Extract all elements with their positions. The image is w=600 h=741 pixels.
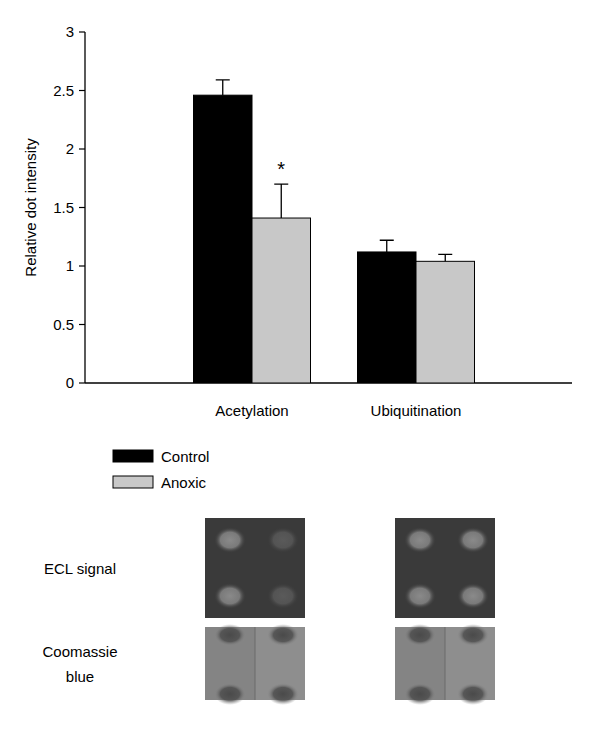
y-tick [79,207,85,208]
blot-dot [404,527,436,553]
error-bar [380,240,394,252]
blot-seam [445,627,446,700]
significance-mark: * [277,158,285,180]
y-tick [79,90,85,91]
blot-dot [457,583,489,609]
x-tick-label: Ubiquitination [371,402,462,419]
blot-label: ECL signal [20,556,140,581]
x-tick-label: Acetylation [215,402,288,419]
y-tick-label: 0 [66,374,74,391]
y-tick-label: 1.5 [53,199,74,216]
legend-swatch [113,476,153,488]
blot-dot [457,683,489,705]
error-bar [274,184,288,218]
bar [416,261,475,383]
bar [358,252,417,383]
figure: 0 0.5 1 1.5 2 2.5 3 Relative dot intensity Acety… [0,0,600,741]
blot-image [395,518,495,618]
blot-dot [404,583,436,609]
blot-dot [267,624,299,646]
bar [252,218,311,383]
y-tick [79,382,85,383]
bars [194,80,475,383]
y-tick-label: 2 [66,140,74,157]
blot-dot [214,624,246,646]
y-tick-label: 3 [66,23,74,40]
y-tick-label: 2.5 [53,82,74,99]
blot-image [205,518,305,618]
y-tick-label: 0.5 [53,316,74,333]
legend-swatch [113,450,153,462]
blot-dot [214,527,246,553]
blot-label: Coomassie blue [35,639,125,689]
blot-dot [214,683,246,705]
blot-dot [267,583,299,609]
blot-dot [404,683,436,705]
error-bar [216,80,230,95]
blot-dot [267,683,299,705]
y-tick [79,148,85,149]
legend-label: Control [161,448,209,465]
blot-dot [214,583,246,609]
error-bar [438,254,452,261]
y-tick-label: 1 [66,257,74,274]
blot-dot [457,527,489,553]
blot-seam [255,627,256,700]
blot-dot [267,527,299,553]
x-axis [85,382,572,383]
y-axis-label: Relative dot intensity [22,138,39,277]
y-tick [79,31,85,32]
bar [194,95,253,383]
legend-label: Anoxic [161,474,207,491]
blot-dot [404,624,436,646]
y-tick [79,265,85,266]
blot-dot [457,624,489,646]
y-tick [79,324,85,325]
